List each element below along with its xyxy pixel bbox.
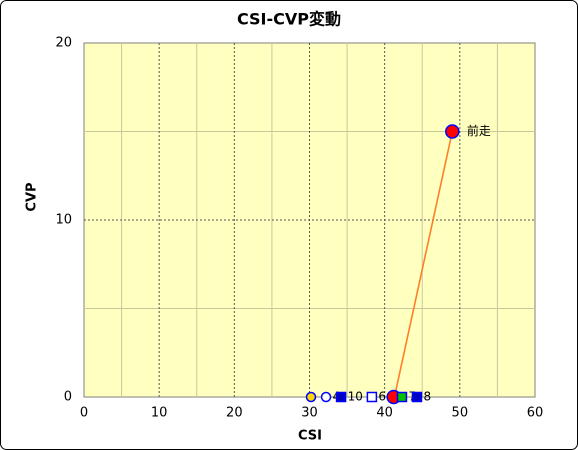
x-tick-label: 10 <box>151 406 168 421</box>
point-label: 6 <box>378 390 386 404</box>
point-label: 前走 <box>467 123 491 138</box>
x-tick-label: 0 <box>80 406 88 421</box>
point <box>411 391 423 403</box>
x-tick-label: 60 <box>527 406 544 421</box>
x-tick-label: 50 <box>452 406 469 421</box>
point <box>305 391 317 403</box>
y-tick-label: 20 <box>55 36 72 51</box>
x-tick-label: 40 <box>376 406 393 421</box>
y-axis-label: CVP <box>25 182 40 211</box>
chart-title: CSI-CVP変動 <box>237 10 341 29</box>
point <box>445 124 460 139</box>
line <box>393 131 454 398</box>
point <box>320 391 332 403</box>
point <box>366 391 378 403</box>
point-label: 8 <box>423 390 431 404</box>
x-tick-label: 20 <box>226 406 243 421</box>
x-axis-label: CSI <box>298 429 322 444</box>
x-tick-label: 30 <box>301 406 318 421</box>
point <box>396 391 408 403</box>
point <box>335 391 347 403</box>
point-label: 10 <box>348 390 363 404</box>
y-tick-label: 0 <box>64 390 72 405</box>
y-tick-label: 10 <box>55 213 72 228</box>
